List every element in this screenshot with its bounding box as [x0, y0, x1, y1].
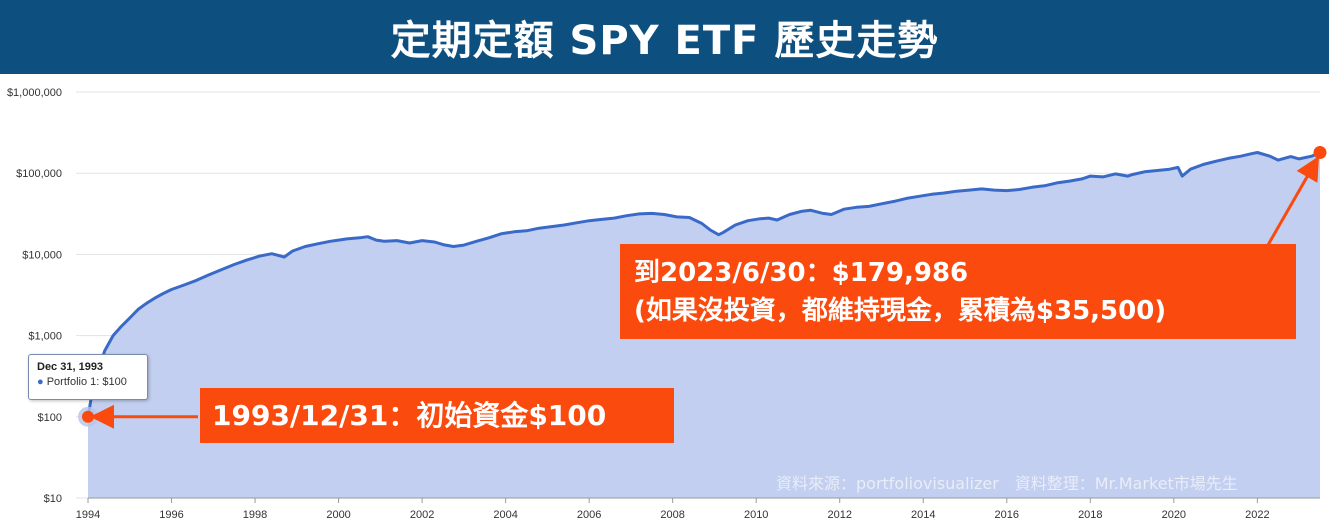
y-tick-label: $10 — [44, 493, 62, 505]
end-arrow — [1266, 156, 1319, 246]
x-tick-label: 1994 — [76, 509, 100, 521]
markers — [78, 145, 1327, 429]
x-tick-label: 2002 — [410, 509, 434, 521]
tooltip: Dec 31, 1993 ● Portfolio 1: $100 — [28, 354, 148, 400]
title-bar: 定期定額 SPY ETF 歷史走勢 — [0, 0, 1329, 74]
y-tick-label: $10,000 — [22, 249, 62, 261]
tooltip-row: ● Portfolio 1: $100 — [37, 376, 139, 388]
y-tick-label: $100 — [38, 412, 62, 424]
x-tick-label: 2012 — [827, 509, 851, 521]
y-tick-label: $100,000 — [16, 168, 62, 180]
x-tick-label: 2018 — [1078, 509, 1102, 521]
x-tick-label: 2006 — [577, 509, 601, 521]
page-title: 定期定額 SPY ETF 歷史走勢 — [390, 18, 939, 64]
tooltip-date: Dec 31, 1993 — [37, 361, 104, 373]
x-tick-label: 2008 — [660, 509, 684, 521]
x-tick-label: 2020 — [1162, 509, 1186, 521]
x-tick-label: 2000 — [326, 509, 350, 521]
x-tick-label: 1998 — [243, 509, 267, 521]
tooltip-value: Portfolio 1: $100 — [46, 376, 127, 388]
x-tick-label: 2010 — [744, 509, 768, 521]
series-dot-icon: ● — [37, 376, 44, 388]
callout-start-text: 1993/12/31：初始資金$100 — [212, 399, 607, 432]
y-tick-label: $1,000,000 — [7, 87, 62, 99]
x-tick-label: 2016 — [995, 509, 1019, 521]
source-note: 資料來源：portfoliovisualizer 資料整理：Mr.Market市… — [776, 474, 1238, 493]
callout-end-line1: 到2023/6/30：$179,986 — [634, 258, 969, 288]
series-line — [86, 151, 1321, 418]
x-tick-label: 1996 — [159, 509, 183, 521]
x-tick-label: 2014 — [911, 509, 935, 521]
end-point-marker — [1313, 145, 1327, 159]
start-point-marker — [82, 410, 94, 423]
callout-start-value: 1993/12/31：初始資金$100 — [200, 388, 674, 443]
y-tick-label: $1,000 — [28, 331, 62, 343]
tick-labels: $10 $100 $1,000 $10,000 $100,000 $1,000,000 19… — [7, 87, 1270, 521]
x-tick-label: 2022 — [1245, 509, 1269, 521]
callout-end-value: 到2023/6/30：$179,986 (如果沒投資，都維持現金，累積為$35,… — [620, 244, 1296, 339]
x-tick-label: 2004 — [493, 509, 517, 521]
callout-end-line2: (如果沒投資，都維持現金，累積為$35,500) — [634, 296, 1167, 326]
axes — [87, 497, 1320, 503]
